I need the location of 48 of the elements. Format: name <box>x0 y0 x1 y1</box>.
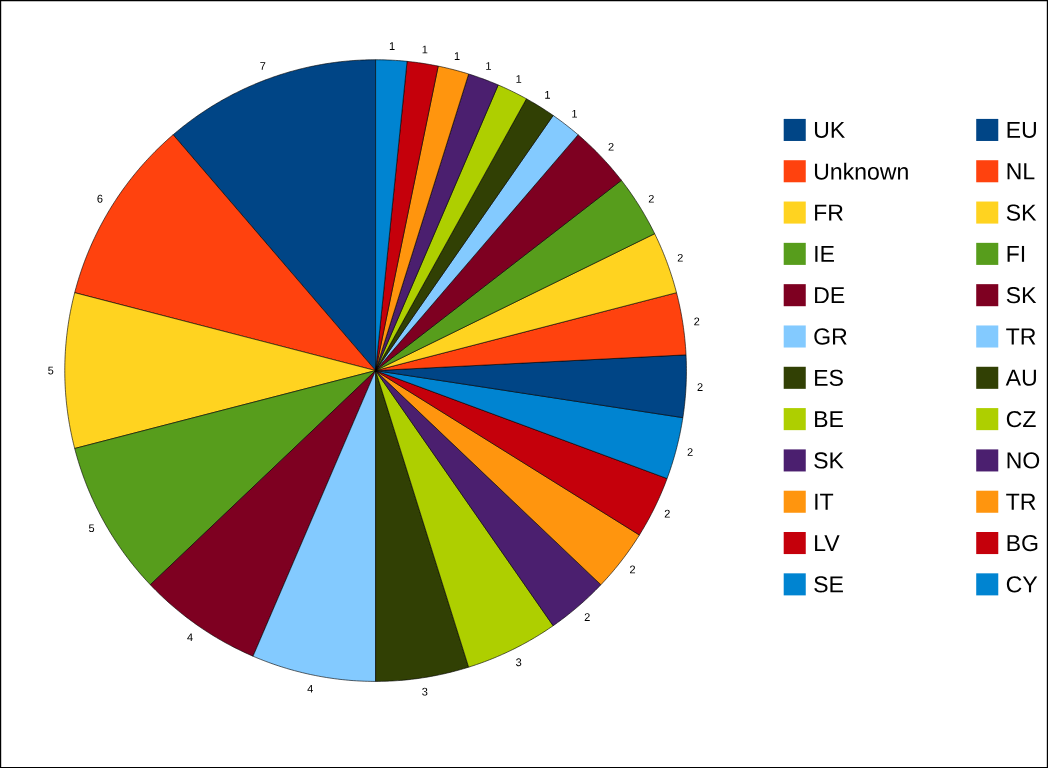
data-label: 4 <box>187 633 193 641</box>
legend-label: LV <box>815 535 840 551</box>
legend-label: NL <box>1007 163 1035 180</box>
data-label: 1 <box>389 42 395 50</box>
data-label: 7 <box>260 62 266 70</box>
data-label: 1 <box>516 75 522 83</box>
data-label: 3 <box>516 658 522 667</box>
data-label: 2 <box>677 253 683 262</box>
data-label: 2 <box>664 509 670 518</box>
legend-label: IE <box>815 245 834 262</box>
data-label: 1 <box>572 109 577 118</box>
legend-label: IT <box>815 493 834 510</box>
data-label: 2 <box>697 383 703 391</box>
legend-label: CZ <box>1006 410 1036 428</box>
data-label: 2 <box>608 142 614 151</box>
legend-label: SK <box>1006 204 1037 221</box>
legend-label: EU <box>1007 121 1036 138</box>
legend-label: BG <box>1007 534 1038 552</box>
legend-label: Unknown <box>814 162 908 180</box>
legend-label: AU <box>1005 369 1036 386</box>
legend-label: SE <box>814 576 843 593</box>
legend-label: FI <box>1007 245 1025 262</box>
data-label: 1 <box>454 52 460 60</box>
legend-label: ES <box>815 369 843 386</box>
legend-label: CY <box>1006 576 1038 593</box>
legend-label: TR <box>1006 328 1036 345</box>
data-label: 2 <box>648 194 654 203</box>
data-label: 4 <box>307 684 313 693</box>
data-label: 2 <box>630 565 636 574</box>
legend-label: GR <box>814 328 847 345</box>
data-label: 5 <box>48 366 54 375</box>
legend-label: BE <box>815 411 843 427</box>
legend-label: TR <box>1006 493 1036 510</box>
legend-label: NO <box>1007 452 1040 469</box>
data-label: 2 <box>584 613 590 621</box>
data-label: 1 <box>545 90 550 99</box>
legend-label: UK <box>814 121 845 138</box>
legend-label: FR <box>815 204 843 221</box>
data-label: 2 <box>687 448 693 456</box>
data-label: 6 <box>97 194 103 203</box>
legend-label: SK <box>814 452 844 469</box>
data-label: 5 <box>88 524 95 532</box>
data-label: 1 <box>486 62 491 70</box>
data-label: 3 <box>422 687 428 696</box>
legend-label: SK <box>1006 286 1037 304</box>
legend-label: DE <box>815 287 845 303</box>
data-label: 1 <box>422 45 428 54</box>
data-label: 2 <box>694 317 700 326</box>
